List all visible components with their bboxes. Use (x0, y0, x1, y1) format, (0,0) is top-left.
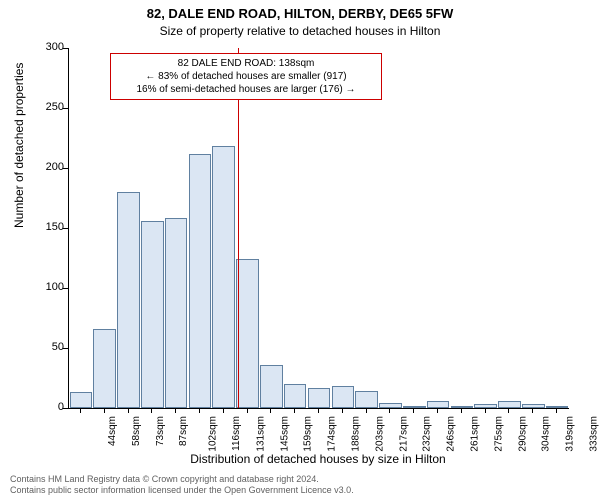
ytick-mark (63, 288, 68, 289)
xtick-label: 290sqm (517, 416, 528, 452)
xtick-label: 217sqm (398, 416, 409, 452)
xtick-mark (437, 408, 438, 413)
ytick-mark (63, 348, 68, 349)
ytick-label: 250 (34, 101, 64, 113)
histogram-bar (308, 388, 331, 408)
xtick-label: 319sqm (565, 416, 576, 452)
histogram-bar (117, 192, 140, 408)
xtick-mark (80, 408, 81, 413)
ytick-label: 0 (34, 401, 64, 413)
ytick-label: 150 (34, 221, 64, 233)
histogram-bar (498, 401, 521, 408)
xtick-mark (485, 408, 486, 413)
annotation-line3: 16% of semi-detached houses are larger (… (117, 83, 375, 96)
xtick-mark (366, 408, 367, 413)
xtick-mark (389, 408, 390, 413)
xtick-mark (532, 408, 533, 413)
xtick-mark (318, 408, 319, 413)
histogram-bar (355, 391, 378, 408)
xtick-mark (342, 408, 343, 413)
ytick-label: 200 (34, 161, 64, 173)
xtick-mark (413, 408, 414, 413)
histogram-bar (427, 401, 450, 408)
annotation-box: 82 DALE END ROAD: 138sqm ← 83% of detach… (110, 53, 382, 100)
xtick-label: 275sqm (493, 416, 504, 452)
plot-area (68, 48, 569, 409)
xtick-label: 304sqm (541, 416, 552, 452)
ytick-mark (63, 108, 68, 109)
ytick-label: 100 (34, 281, 64, 293)
xtick-label: 203sqm (374, 416, 385, 452)
histogram-bar (141, 221, 164, 408)
xtick-label: 333sqm (589, 416, 600, 452)
xtick-mark (247, 408, 248, 413)
footer-line2: Contains public sector information licen… (10, 485, 354, 496)
xtick-label: 116sqm (231, 416, 242, 451)
xtick-mark (175, 408, 176, 413)
xtick-mark (104, 408, 105, 413)
chart-container: { "title": "82, DALE END ROAD, HILTON, D… (0, 0, 600, 500)
xtick-label: 246sqm (446, 416, 457, 452)
ytick-mark (63, 228, 68, 229)
xtick-mark (508, 408, 509, 413)
xtick-mark (223, 408, 224, 413)
y-axis-label: Number of detached properties (12, 63, 26, 228)
ytick-mark (63, 168, 68, 169)
xtick-label: 102sqm (208, 416, 219, 452)
xtick-mark (556, 408, 557, 413)
histogram-bar (236, 259, 259, 408)
xtick-label: 188sqm (351, 416, 362, 452)
histogram-bar (212, 146, 235, 408)
xtick-mark (128, 408, 129, 413)
xtick-label: 174sqm (327, 416, 338, 452)
ytick-label: 50 (34, 341, 64, 353)
xtick-label: 58sqm (131, 416, 142, 446)
xtick-label: 145sqm (279, 416, 290, 452)
histogram-bar (260, 365, 283, 408)
xtick-label: 131sqm (255, 416, 266, 452)
marker-line (238, 48, 239, 408)
chart-title: 82, DALE END ROAD, HILTON, DERBY, DE65 5… (0, 6, 600, 21)
xtick-mark (270, 408, 271, 413)
histogram-bar (70, 392, 93, 408)
ytick-label: 300 (34, 41, 64, 53)
ytick-mark (63, 408, 68, 409)
xtick-label: 44sqm (107, 416, 118, 446)
xtick-mark (294, 408, 295, 413)
xtick-label: 73sqm (155, 416, 166, 446)
xtick-mark (151, 408, 152, 413)
xtick-mark (461, 408, 462, 413)
xtick-mark (199, 408, 200, 413)
histogram-bar (284, 384, 307, 408)
histogram-bar (93, 329, 116, 408)
histogram-bar (189, 154, 212, 408)
xtick-label: 232sqm (422, 416, 433, 452)
x-axis-label: Distribution of detached houses by size … (68, 452, 568, 466)
histogram-bar (451, 406, 474, 408)
xtick-label: 261sqm (470, 416, 481, 452)
histogram-bar (332, 386, 355, 408)
footer-line1: Contains HM Land Registry data © Crown c… (10, 474, 354, 485)
xtick-label: 159sqm (303, 416, 314, 452)
annotation-line1: 82 DALE END ROAD: 138sqm (117, 57, 375, 70)
chart-subtitle: Size of property relative to detached ho… (0, 24, 600, 38)
histogram-bar (165, 218, 188, 408)
ytick-mark (63, 48, 68, 49)
footer-text: Contains HM Land Registry data © Crown c… (10, 474, 354, 496)
annotation-line2: ← 83% of detached houses are smaller (91… (117, 70, 375, 83)
xtick-label: 87sqm (178, 416, 189, 446)
